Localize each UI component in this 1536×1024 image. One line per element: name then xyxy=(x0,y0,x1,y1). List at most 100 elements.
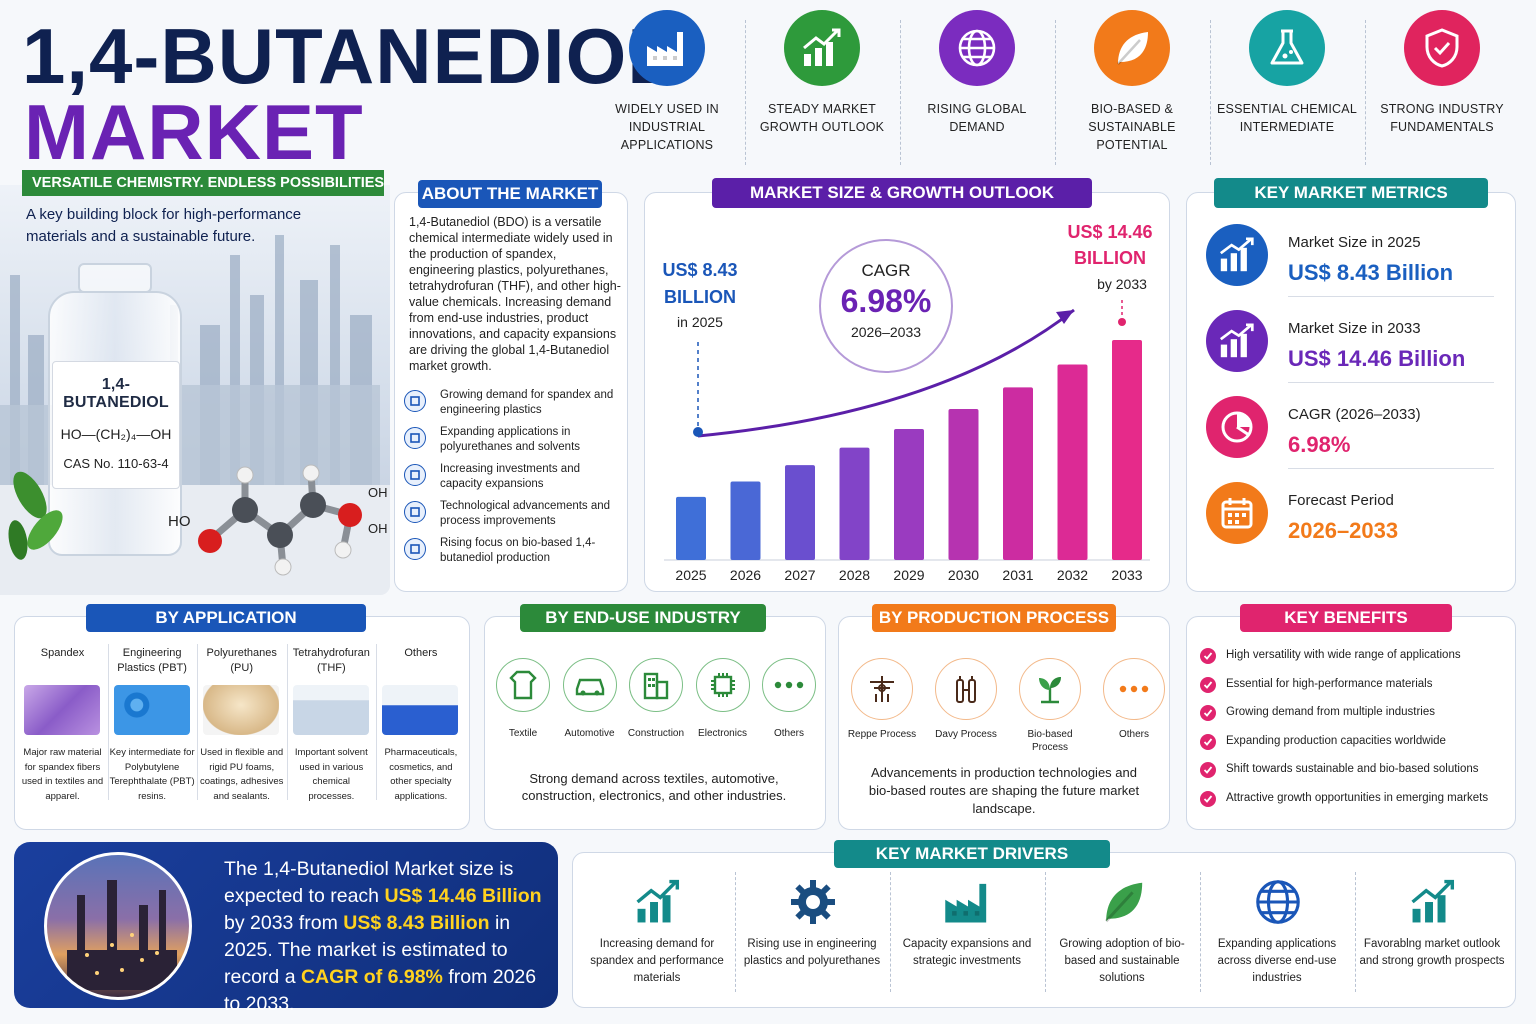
start-year: in 2025 xyxy=(677,314,723,330)
process-heading: BY PRODUCTION PROCESS xyxy=(872,604,1116,632)
growth-chart-icon xyxy=(630,874,686,930)
market-bar-chart: 2025 2026 2027 2028 2029 2030 2031 2032 2033 xyxy=(664,300,1150,583)
chart-tick-label: 2031 xyxy=(1002,567,1033,583)
chart-bar xyxy=(676,496,706,560)
benefit-item: Expanding production capacities worldwid… xyxy=(1198,732,1514,756)
metric-value: 6.98% xyxy=(1288,432,1351,457)
drivers-list: Increasing demand for spandex and perfor… xyxy=(580,872,1510,1002)
process-label: Others xyxy=(1118,729,1149,740)
bottle-image: 1,4-BUTANEDIOL HO—(CH₂)₄—OH CAS No. 110-… xyxy=(40,263,190,558)
feature-divider xyxy=(1365,20,1366,165)
enduse-panel xyxy=(484,616,826,830)
chart-heading: MARKET SIZE & GROWTH OUTLOOK xyxy=(712,178,1092,208)
benefits-heading: KEY BENEFITS xyxy=(1240,604,1452,632)
application-name: Engineering Plastics (PBT) xyxy=(117,647,187,674)
about-bullet-item: Expanding applications in polyurethanes … xyxy=(404,425,624,459)
metric-item: Forecast Period 2026–2033 xyxy=(1196,470,1506,554)
cagr-period: 2026–2033 xyxy=(850,324,922,340)
feature-label: WIDELY USED IN INDUSTRIAL APPLICATIONS xyxy=(615,102,719,152)
bullet-gear-icon xyxy=(404,501,426,523)
enduse-heading: BY END-USE INDUSTRY xyxy=(520,604,766,632)
metric-divider xyxy=(1288,296,1494,297)
feature-divider xyxy=(900,20,901,165)
about-bullet-text: Technological advancements and process i… xyxy=(440,500,611,527)
driver-text: Capacity expansions and strategic invest… xyxy=(902,938,1032,967)
chart-tick-label: 2026 xyxy=(730,567,761,583)
metric-label: CAGR (2026–2033) xyxy=(1288,406,1421,423)
application-desc: Used in flexible and rigid PU foams, coa… xyxy=(199,747,284,802)
metric-divider xyxy=(1288,468,1494,469)
page-title-line2: MARKET xyxy=(24,88,364,176)
driver-divider xyxy=(735,872,736,992)
more-icon xyxy=(762,658,816,712)
shield-icon xyxy=(1404,10,1480,86)
driver-text: Rising use in engineering plastics and p… xyxy=(743,938,881,967)
globe-icon xyxy=(939,10,1015,86)
application-item: Spandex Major raw material for spandex fi… xyxy=(18,640,107,820)
chart-bar xyxy=(1003,387,1033,560)
bullet-globe-icon xyxy=(404,538,426,560)
factory-icon xyxy=(940,874,996,930)
bullet-chart-icon xyxy=(404,390,426,412)
spandex-image xyxy=(24,685,100,735)
globe-icon xyxy=(1250,874,1306,930)
feature-strip: WIDELY USED IN INDUSTRIAL APPLICATIONS ST… xyxy=(590,10,1530,170)
driver-divider xyxy=(890,872,891,992)
pie-chart-icon xyxy=(1206,396,1268,458)
summary-part-4: from 2026 to 2033. xyxy=(224,966,537,1015)
enduse-list: Textile Automotive Construction Electronics… xyxy=(490,656,820,756)
feature-divider xyxy=(745,20,746,165)
cagr-circle: CAGR 6.98% 2026–2033 xyxy=(819,239,953,373)
bullet-factory-icon xyxy=(404,464,426,486)
trend-arrow-head xyxy=(1056,310,1074,324)
driver-text: Growing adoption of bio-based and sustai… xyxy=(1059,938,1185,984)
enduse-label: Textile xyxy=(508,728,538,739)
application-item: Engineering Plastics (PBT) Key intermedia… xyxy=(107,640,197,820)
chart-bar xyxy=(948,408,979,560)
driver-divider xyxy=(1045,872,1046,992)
enduse-summary: Strong demand across textiles, automotiv… xyxy=(521,771,787,803)
about-body: 1,4-Butanediol (BDO) is a versatile chem… xyxy=(409,215,621,373)
chart-bar xyxy=(1057,364,1088,560)
chart-tick-label: 2028 xyxy=(839,567,870,583)
benefit-text: Growing demand from multiple industries xyxy=(1226,706,1436,719)
growth-chart-icon xyxy=(1405,874,1461,930)
summary-part-1: The 1,4-Butanediol Market size is expect… xyxy=(224,858,514,907)
summary-highlight-1: US$ 14.46 Billion xyxy=(384,885,542,907)
chart-tick-label: 2030 xyxy=(948,567,979,583)
feature-label: STEADY MARKET GROWTH OUTLOOK xyxy=(759,102,885,134)
pu-foam-image xyxy=(203,685,280,735)
tagline-banner: VERSATILE CHEMISTRY. ENDLESS POSSIBILITI… xyxy=(22,170,384,196)
chart-tick-label: 2029 xyxy=(893,567,924,583)
summary-highlight-2: US$ 8.43 Billion xyxy=(343,912,490,934)
chart-bar xyxy=(894,428,924,560)
metric-label: Market Size in 2033 xyxy=(1288,320,1421,337)
benefit-item: Shift towards sustainable and bio-based … xyxy=(1198,760,1514,784)
summary-highlight-3: CAGR of 6.98% xyxy=(300,966,443,988)
gear-icon xyxy=(785,874,841,930)
growth-chart-icon xyxy=(784,10,860,86)
feature-label: ESSENTIAL CHEMICAL INTERMEDIATE xyxy=(1217,102,1357,134)
chip-icon xyxy=(695,658,750,712)
car-icon xyxy=(562,658,617,712)
hero-subtitle: A key building block for high-performanc… xyxy=(26,206,302,245)
driver-text: Expanding applications across diverse en… xyxy=(1217,938,1337,984)
lab-glassware-image xyxy=(382,685,459,735)
driver-divider xyxy=(1200,872,1201,992)
process-label: Bio-based Process xyxy=(1027,729,1073,753)
application-name: Spandex xyxy=(40,647,85,659)
end-unit: BILLION xyxy=(1074,248,1146,268)
drivers-panel xyxy=(572,852,1516,1008)
application-item: Others Pharmaceuticals, cosmetics, and ot… xyxy=(376,640,465,820)
thf-beaker-image xyxy=(292,685,369,735)
process-label: Davy Process xyxy=(935,729,997,740)
feature-label: RISING GLOBAL DEMAND xyxy=(927,102,1027,134)
chart-tick-label: 2025 xyxy=(675,567,706,583)
process-panel xyxy=(838,616,1170,830)
chart-bar xyxy=(839,447,870,560)
application-list: Spandex Major raw material for spandex fi… xyxy=(18,640,466,820)
reppe-valve-icon xyxy=(851,658,913,720)
cagr-value: 6.98% xyxy=(840,283,932,319)
benefit-item: High versatility with wide range of appl… xyxy=(1198,646,1514,670)
bar-chart-icon xyxy=(1206,224,1268,286)
